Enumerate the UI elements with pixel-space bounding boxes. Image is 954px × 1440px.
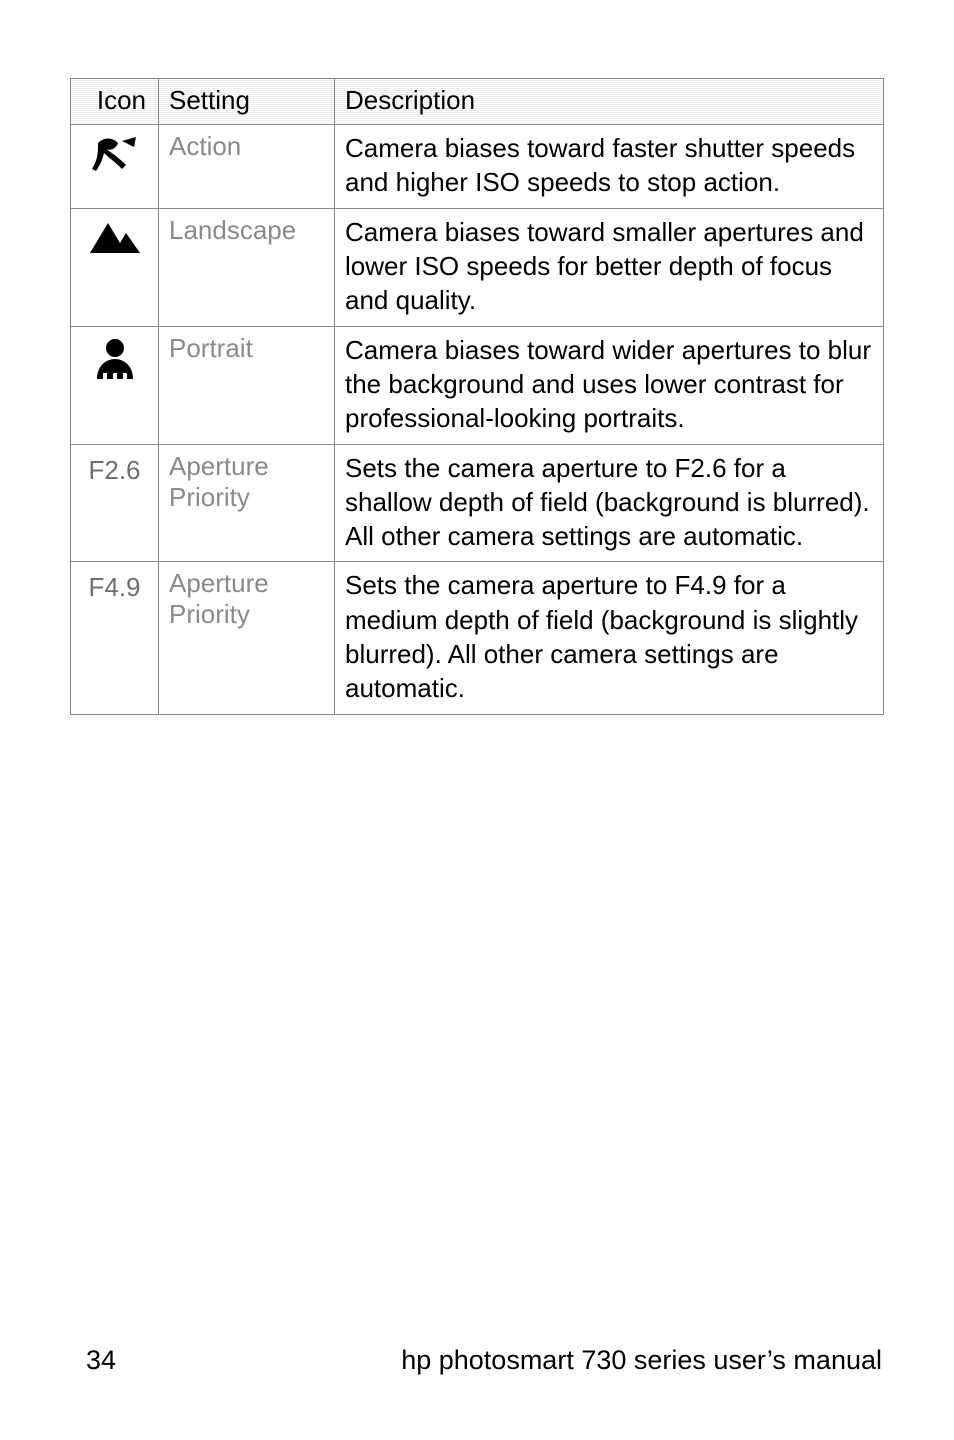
settings-table: Icon Setting Description Action Camera b… bbox=[70, 78, 884, 715]
icon-cell-f26: F2.6 bbox=[71, 444, 159, 562]
description-cell: Sets the camera aperture to F4.9 for a m… bbox=[335, 562, 884, 714]
header-setting: Setting bbox=[159, 79, 335, 125]
page-number: 34 bbox=[86, 1345, 116, 1376]
table-row: Portrait Camera biases toward wider aper… bbox=[71, 326, 884, 444]
table-row: F2.6 Aperture Priority Sets the camera a… bbox=[71, 444, 884, 562]
header-icon: Icon bbox=[71, 79, 159, 125]
document-title: hp photosmart 730 series user’s manual bbox=[401, 1345, 882, 1376]
icon-cell-f49: F4.9 bbox=[71, 562, 159, 714]
landscape-icon bbox=[90, 219, 140, 260]
page-footer: 34 hp photosmart 730 series user’s manua… bbox=[0, 1345, 954, 1376]
setting-cell: Aperture Priority bbox=[159, 444, 335, 562]
table-row: Action Camera biases toward faster shutt… bbox=[71, 125, 884, 209]
description-cell: Camera biases toward wider apertures to … bbox=[335, 326, 884, 444]
setting-cell: Portrait bbox=[159, 326, 335, 444]
header-description: Description bbox=[335, 79, 884, 125]
icon-cell-portrait bbox=[71, 326, 159, 444]
action-icon bbox=[92, 135, 138, 182]
page-content: Icon Setting Description Action Camera b… bbox=[0, 0, 954, 715]
table-row: F4.9 Aperture Priority Sets the camera a… bbox=[71, 562, 884, 714]
description-cell: Camera biases toward smaller apertures a… bbox=[335, 208, 884, 326]
portrait-icon bbox=[95, 337, 135, 386]
setting-cell: Landscape bbox=[159, 208, 335, 326]
table-header-row: Icon Setting Description bbox=[71, 79, 884, 125]
icon-cell-landscape bbox=[71, 208, 159, 326]
table-row: Landscape Camera biases toward smaller a… bbox=[71, 208, 884, 326]
setting-cell: Aperture Priority bbox=[159, 562, 335, 714]
setting-cell: Action bbox=[159, 125, 335, 209]
description-cell: Sets the camera aperture to F2.6 for a s… bbox=[335, 444, 884, 562]
icon-cell-action bbox=[71, 125, 159, 209]
description-cell: Camera biases toward faster shutter spee… bbox=[335, 125, 884, 209]
